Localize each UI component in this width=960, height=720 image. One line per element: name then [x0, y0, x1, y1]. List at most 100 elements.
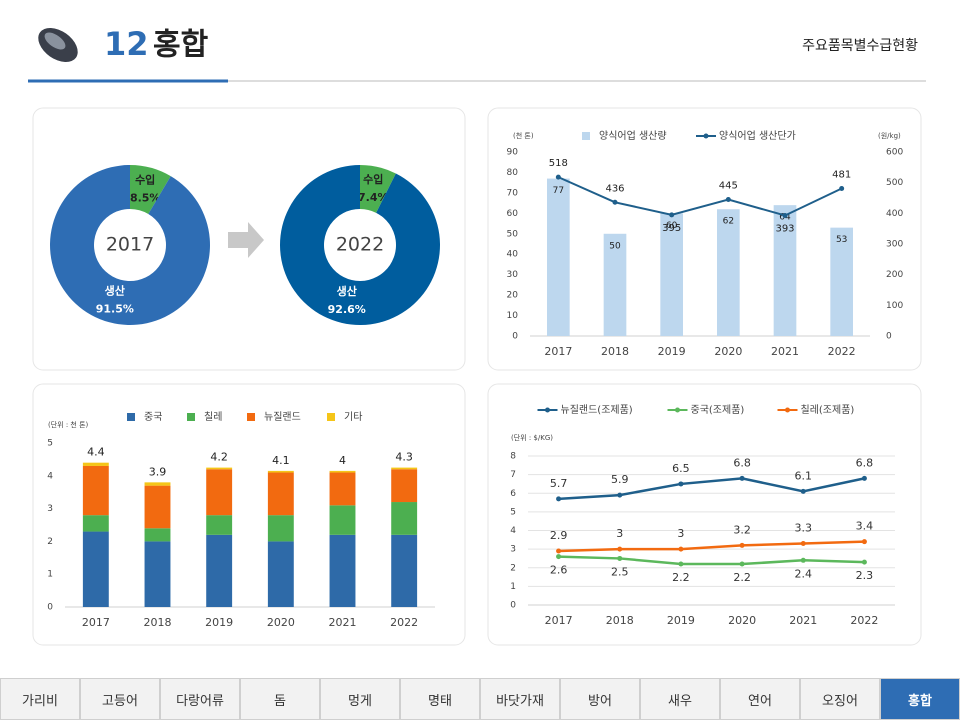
- line: [558, 540, 865, 553]
- nav-tab[interactable]: 명태: [400, 678, 480, 720]
- nav-tab[interactable]: 방어: [560, 678, 640, 720]
- slice-value: 92.6%: [328, 303, 366, 316]
- y-tick-label: 40: [507, 250, 519, 260]
- mussel-shine: [44, 32, 66, 50]
- y2-tick-label: 500: [886, 178, 903, 188]
- nav-tab[interactable]: 가리비: [0, 678, 80, 720]
- bar: [329, 505, 356, 535]
- legend-label: 중국: [144, 411, 162, 423]
- y2-unit: (원/kg): [878, 131, 901, 140]
- bar: [144, 528, 171, 542]
- legend-swatch: [187, 413, 195, 421]
- bar: [267, 470, 294, 473]
- line-label: 6.5: [672, 462, 690, 475]
- bar: [82, 462, 109, 466]
- line-marker: [800, 541, 806, 547]
- legend-swatch: [327, 413, 335, 421]
- nav-bar: 가리비 고등어 다랑어류 돔 멍게 명태 바닷가재 방어 새우 연어 오징어 홍합: [0, 678, 960, 720]
- line-label: 481: [832, 169, 851, 180]
- line-marker: [617, 492, 623, 498]
- line-marker: [861, 559, 867, 565]
- nav-tab[interactable]: 새우: [640, 678, 720, 720]
- panel: [487, 107, 922, 371]
- line-label: 3: [677, 527, 684, 540]
- line-marker: [800, 488, 806, 494]
- y2-tick-label: 300: [886, 240, 903, 250]
- y-tick-label: 4: [47, 471, 53, 481]
- line-marker: [556, 548, 562, 554]
- legend-marker: [785, 407, 790, 413]
- y-unit: (단위 : 천 톤): [48, 420, 89, 429]
- line-marker: [555, 174, 561, 180]
- page-title: 홍합: [153, 28, 209, 63]
- nav-tab[interactable]: 돔: [240, 678, 320, 720]
- x-tick-label: 2019: [667, 614, 695, 627]
- line-label: 6.8: [733, 456, 751, 469]
- y2-tick-label: 200: [886, 270, 903, 280]
- screen: 12 홍합 주요품목별수급현황 수입8.5%생산91.5%2017수입7.4%생…: [28, 25, 926, 646]
- nav-tab[interactable]: 고등어: [80, 678, 160, 720]
- y2-tick-label: 0: [886, 332, 892, 342]
- x-tick-label: 2020: [267, 616, 295, 629]
- legend-swatch: [247, 413, 255, 421]
- line: [558, 555, 865, 566]
- legend-marker: [545, 407, 550, 413]
- slice-value: 7.4%: [358, 191, 389, 204]
- line-label: 5.7: [550, 477, 568, 490]
- line-label: 518: [549, 158, 568, 169]
- y-tick-label: 0: [510, 601, 516, 611]
- line-marker: [725, 197, 731, 203]
- x-tick-label: 2017: [82, 616, 110, 629]
- nav-tab[interactable]: 연어: [720, 678, 800, 720]
- line-marker: [800, 557, 806, 563]
- bar-label: 62: [723, 217, 734, 227]
- line-marker: [739, 561, 745, 567]
- y-tick-label: 5: [510, 507, 516, 517]
- x-tick-label: 2020: [728, 614, 756, 627]
- nav-tab[interactable]: 바닷가재: [480, 678, 560, 720]
- line-label: 2.4: [795, 567, 813, 580]
- y-tick-label: 2: [510, 563, 516, 573]
- bar: [267, 541, 294, 607]
- line-label: 3.4: [856, 520, 874, 533]
- y-tick-label: 70: [507, 188, 519, 198]
- nav-tab[interactable]: 홍합: [880, 678, 960, 720]
- y-tick-label: 80: [507, 168, 519, 178]
- y-tick-label: 0: [47, 603, 53, 613]
- bar-label: 77: [553, 186, 564, 196]
- y-tick-label: 8: [510, 452, 516, 462]
- bar-label: 50: [609, 241, 621, 251]
- legend-swatch: [582, 132, 590, 140]
- y-tick-label: 3: [47, 504, 53, 514]
- line-label: 6.8: [856, 456, 874, 469]
- legend-swatch: [127, 413, 135, 421]
- bar: [206, 467, 233, 470]
- nav-tab[interactable]: 오징어: [800, 678, 880, 720]
- bar: [144, 541, 171, 607]
- line-marker: [556, 554, 562, 560]
- nav-tab[interactable]: 멍게: [320, 678, 400, 720]
- y-tick-label: 60: [507, 209, 519, 219]
- bar: [391, 467, 418, 470]
- x-tick-label: 2018: [601, 345, 629, 358]
- line-marker: [617, 546, 623, 552]
- pie-slice: [280, 165, 440, 325]
- total-label: 4.1: [272, 454, 290, 467]
- line-label: 2.2: [672, 571, 690, 584]
- legend-label: 칠레: [204, 411, 222, 423]
- bar: [391, 534, 418, 607]
- y2-tick-label: 100: [886, 301, 903, 311]
- total-label: 4.2: [210, 451, 228, 464]
- y-tick-label: 30: [507, 270, 519, 280]
- line-label: 3.2: [733, 523, 751, 536]
- nav-tab[interactable]: 다랑어류: [160, 678, 240, 720]
- y-tick-label: 2: [47, 537, 53, 547]
- x-tick-label: 2021: [771, 345, 799, 358]
- bar: [144, 482, 171, 486]
- slice-value: 91.5%: [96, 303, 134, 316]
- line-marker: [782, 212, 788, 218]
- slice-name: 생산: [105, 284, 125, 298]
- y-tick-label: 90: [507, 148, 519, 158]
- line-label: 395: [662, 223, 681, 234]
